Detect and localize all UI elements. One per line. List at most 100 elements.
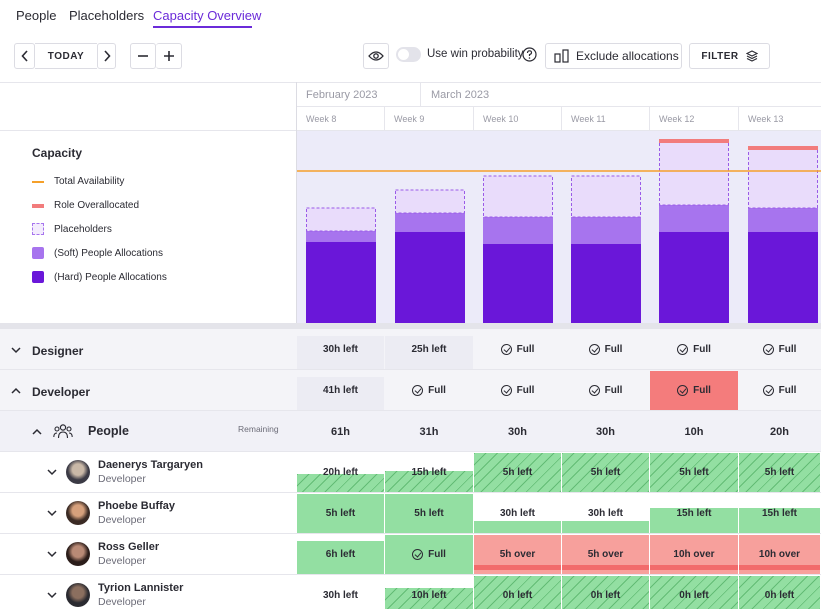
chevron-down-icon[interactable] <box>46 466 58 478</box>
allocation-cell[interactable]: 0h left <box>650 576 738 609</box>
cell-content: 30h left <box>588 508 623 519</box>
capacity-cell: Full <box>739 371 820 410</box>
week-label: Week 8 <box>306 114 337 124</box>
cell-content: 0h left <box>765 590 794 601</box>
month-label: February 2023 <box>306 89 378 101</box>
tentative-hatch <box>650 453 738 492</box>
allocation-cell[interactable]: 10h over <box>650 535 738 574</box>
people-group-row[interactable] <box>0 411 821 452</box>
week-separator <box>473 106 474 131</box>
help-icon[interactable] <box>522 47 537 62</box>
visibility-button[interactable] <box>363 43 389 69</box>
allocation-cell[interactable]: 30h left <box>297 576 384 609</box>
cell-value: 5h left <box>764 467 795 478</box>
allocation-cell[interactable]: 10h over <box>739 535 820 574</box>
chevron-up-icon[interactable] <box>10 385 22 397</box>
month-label: March 2023 <box>431 89 490 101</box>
check-circle-icon <box>677 344 689 355</box>
zoom-in-button[interactable] <box>156 43 182 69</box>
allocation-cell[interactable]: 15h left <box>739 494 820 533</box>
cell-value: 30h left <box>499 508 535 519</box>
tab-placeholders[interactable]: Placeholders <box>69 8 145 23</box>
allocation-cell[interactable]: 10h left <box>385 576 473 609</box>
filter-label: FILTER <box>701 50 739 62</box>
cell-value: 30h <box>508 425 527 438</box>
allocation-cell[interactable]: 5h left <box>297 494 384 533</box>
cell-value: 61h <box>331 425 350 438</box>
allocation-cell[interactable]: 30h left <box>474 494 561 533</box>
cell-fill <box>297 371 384 377</box>
allocation-fill <box>474 521 561 533</box>
cell-content: 6h left <box>326 549 355 560</box>
week-label: Week 12 <box>659 114 695 124</box>
cell-value: 0h left <box>679 590 709 601</box>
allocation-cell[interactable]: 30h left <box>562 494 649 533</box>
chart-splitter[interactable] <box>0 323 821 329</box>
allocation-cell[interactable]: 6h left <box>297 535 384 574</box>
availability-line-swatch <box>32 180 44 183</box>
cell-value: 15h left <box>761 508 797 519</box>
allocation-cell[interactable]: 5h over <box>474 535 561 574</box>
allocation-cell[interactable]: Full <box>385 535 473 574</box>
cell-value: 30h left <box>322 590 358 601</box>
allocation-cell[interactable]: 0h left <box>562 576 649 609</box>
previous-button[interactable] <box>14 43 35 69</box>
tentative-hatch <box>297 474 384 492</box>
placeholder-bar <box>483 175 553 218</box>
overallocation-stripe <box>739 565 820 570</box>
check-circle-icon <box>677 385 689 396</box>
allocation-cell[interactable]: 0h left <box>739 576 820 609</box>
chevron-down-icon[interactable] <box>46 589 58 601</box>
legend-label: Placeholders <box>54 223 112 235</box>
overallocated-marker <box>659 139 729 143</box>
placeholder-bar <box>659 141 729 206</box>
person-role: Developer <box>98 473 146 485</box>
tentative-hatch <box>739 453 820 492</box>
remaining-cell: 20h <box>739 412 820 451</box>
cell-content: 5h left <box>414 508 443 519</box>
tab-people[interactable]: People <box>16 8 57 23</box>
zoom-out-button[interactable] <box>130 43 156 69</box>
allocation-cell[interactable]: 5h left <box>650 453 738 492</box>
cell-content: Full <box>412 549 446 560</box>
avatar <box>66 583 90 607</box>
filter-button[interactable]: FILTER <box>689 43 770 69</box>
chevron-up-icon[interactable] <box>31 426 43 438</box>
placeholder-bar <box>571 175 641 218</box>
check-circle-icon <box>588 385 600 396</box>
cell-value: 5h left <box>590 467 621 478</box>
cell-value: 5h left <box>414 508 444 519</box>
exclude-allocations-button[interactable]: Exclude allocations <box>545 43 682 69</box>
allocation-cell[interactable]: 15h left <box>650 494 738 533</box>
next-button[interactable] <box>97 43 116 69</box>
remaining-cell: 61h <box>297 412 384 451</box>
allocation-cell[interactable]: 5h left <box>562 453 649 492</box>
allocation-cell[interactable]: 20h left <box>297 453 384 492</box>
allocation-cell[interactable]: 5h left <box>474 453 561 492</box>
tab-capacity-overview[interactable]: Capacity Overview <box>153 8 262 23</box>
chevron-down-icon[interactable] <box>10 344 22 356</box>
chevron-down-icon[interactable] <box>46 507 58 519</box>
cell-content: 0h left <box>591 590 620 601</box>
view-tabs: People Placeholders Capacity Overview <box>0 0 821 32</box>
cell-value: 41h left <box>322 385 358 396</box>
month-separator <box>420 82 421 106</box>
allocation-cell[interactable]: 0h left <box>474 576 561 609</box>
cell-content: 30h left <box>323 590 358 601</box>
today-button[interactable]: TODAY <box>35 43 97 69</box>
capacity-cell: Full <box>739 330 820 369</box>
chevron-down-icon[interactable] <box>46 548 58 560</box>
soft-allocation-bar <box>748 208 818 232</box>
allocation-cell[interactable]: 5h over <box>562 535 649 574</box>
allocation-cell[interactable]: 5h left <box>385 494 473 533</box>
allocation-cell[interactable]: 15h left <box>385 453 473 492</box>
week-label: Week 9 <box>394 114 425 124</box>
win-probability-toggle[interactable] <box>396 47 421 62</box>
cell-value: Full <box>604 385 623 396</box>
overallocation-stripe <box>650 565 738 570</box>
cell-content: 10h over <box>759 549 800 560</box>
allocation-cell[interactable]: 5h left <box>739 453 820 492</box>
tentative-hatch <box>562 453 649 492</box>
legend-label: Total Availability <box>54 176 125 187</box>
win-probability-label: Use win probability <box>427 48 524 60</box>
